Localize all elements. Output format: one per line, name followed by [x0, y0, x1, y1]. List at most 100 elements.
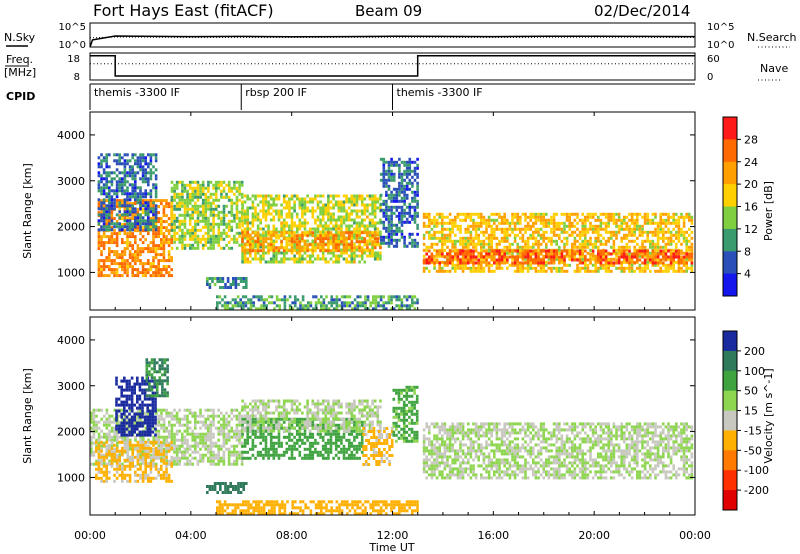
heatmap-cell: [372, 307, 375, 311]
heatmap-cell: [154, 250, 158, 254]
heatmap-cell: [360, 224, 364, 228]
heatmap-cell: [340, 301, 344, 305]
heatmap-cell: [251, 215, 255, 219]
heatmap-cell: [105, 213, 108, 217]
heatmap-cell: [186, 231, 189, 235]
heatmap-cell: [262, 304, 266, 308]
heatmap-cell: [340, 209, 343, 213]
heatmap-cell: [254, 234, 257, 238]
heatmap-cell: [682, 236, 686, 240]
heatmap-cell: [191, 213, 195, 217]
heatmap-cell: [539, 233, 543, 237]
heatmap-cell: [506, 245, 509, 249]
heatmap-cell: [113, 189, 116, 193]
heatmap-cell: [513, 221, 517, 225]
heatmap-cell: [149, 174, 153, 178]
heatmap-cell: [126, 429, 129, 433]
heatmap-cell: [534, 215, 538, 219]
heatmap-cell: [105, 241, 108, 245]
heatmap-cell: [633, 252, 636, 256]
heatmap-cell: [656, 236, 660, 240]
heatmap-cell: [630, 239, 634, 243]
heatmap-cell: [379, 251, 382, 255]
heatmap-cell: [152, 259, 155, 263]
heatmap-cell: [350, 237, 354, 241]
heatmap-cell: [591, 224, 595, 228]
heatmap-cell: [545, 269, 548, 273]
heatmap-cell: [170, 259, 173, 263]
heatmap-cell: [474, 221, 478, 225]
heatmap-cell: [662, 218, 665, 222]
heatmap-cell: [108, 222, 111, 226]
heatmap-cell: [615, 212, 618, 216]
heatmap-cell: [526, 221, 530, 225]
heatmap-cell: [508, 245, 512, 249]
heatmap-cell: [390, 163, 393, 167]
heatmap-cell: [602, 263, 605, 267]
heatmap-cell: [90, 426, 93, 430]
heatmap-cell: [395, 304, 398, 308]
heatmap-cell: [581, 257, 584, 261]
heatmap-cell: [293, 221, 296, 225]
heatmap-cell: [183, 198, 187, 202]
heatmap-cell: [298, 234, 302, 238]
heatmap-cell: [662, 245, 665, 249]
heatmap-cell: [269, 218, 273, 222]
heatmap-cell: [165, 205, 168, 209]
heatmap-cell: [123, 192, 127, 196]
heatmap-cell: [167, 274, 171, 278]
heatmap-cell: [542, 215, 545, 219]
heatmap-cell: [379, 206, 382, 210]
heatmap-cell: [490, 242, 493, 246]
heatmap-cell: [602, 236, 605, 240]
heatmap-cell: [688, 227, 691, 231]
heatmap-cell: [100, 204, 103, 208]
heatmap-cell: [115, 213, 119, 217]
heatmap-cell: [208, 286, 212, 289]
heatmap-cell: [157, 211, 160, 215]
heatmap-cell: [233, 234, 236, 238]
heatmap-cell: [382, 166, 386, 170]
heatmap-cell: [651, 239, 655, 243]
heatmap-cell: [454, 263, 457, 267]
heatmap-cell: [591, 252, 595, 256]
heatmap-cell: [191, 189, 195, 193]
heatmap-cell: [441, 212, 444, 216]
heatmap-cell: [181, 186, 184, 190]
heatmap-cell: [599, 239, 603, 243]
heatmap-cell: [358, 221, 361, 225]
heatmap-cell: [337, 215, 341, 219]
heatmap-cell: [235, 225, 239, 229]
heatmap-cell: [573, 236, 577, 240]
heatmap-cell: [329, 239, 333, 243]
heatmap-cell: [116, 438, 119, 442]
heatmap-cell: [584, 269, 587, 273]
heatmap-cell: [542, 236, 545, 240]
heatmap-cell: [654, 212, 657, 216]
heatmap-cell: [293, 254, 296, 258]
heatmap-cell: [160, 223, 163, 227]
heatmap-cell: [216, 304, 219, 308]
heatmap-cell: [102, 213, 106, 217]
heatmap-cell: [385, 241, 388, 245]
heatmap-cell: [623, 245, 626, 249]
heatmap-cell: [97, 162, 101, 166]
heatmap-cell: [485, 254, 488, 258]
heatmap-cell: [589, 261, 592, 265]
heatmap-cell: [469, 215, 473, 219]
heatmap-cell: [361, 304, 365, 308]
heatmap-cell: [456, 227, 460, 231]
heatmap-cell: [121, 462, 124, 466]
heatmap-cell: [208, 283, 212, 286]
heatmap-cell: [108, 213, 111, 217]
heatmap-cell: [524, 212, 527, 216]
heatmap-cell: [610, 252, 613, 256]
heatmap-cell: [500, 236, 504, 240]
heatmap-cell: [251, 212, 255, 216]
heatmap-cell: [552, 227, 556, 231]
heatmap-cell: [542, 239, 545, 243]
heatmap-cell: [123, 259, 127, 263]
heatmap-cell: [376, 206, 380, 210]
heatmap-cell: [207, 198, 210, 202]
heatmap-cell: [459, 227, 462, 231]
